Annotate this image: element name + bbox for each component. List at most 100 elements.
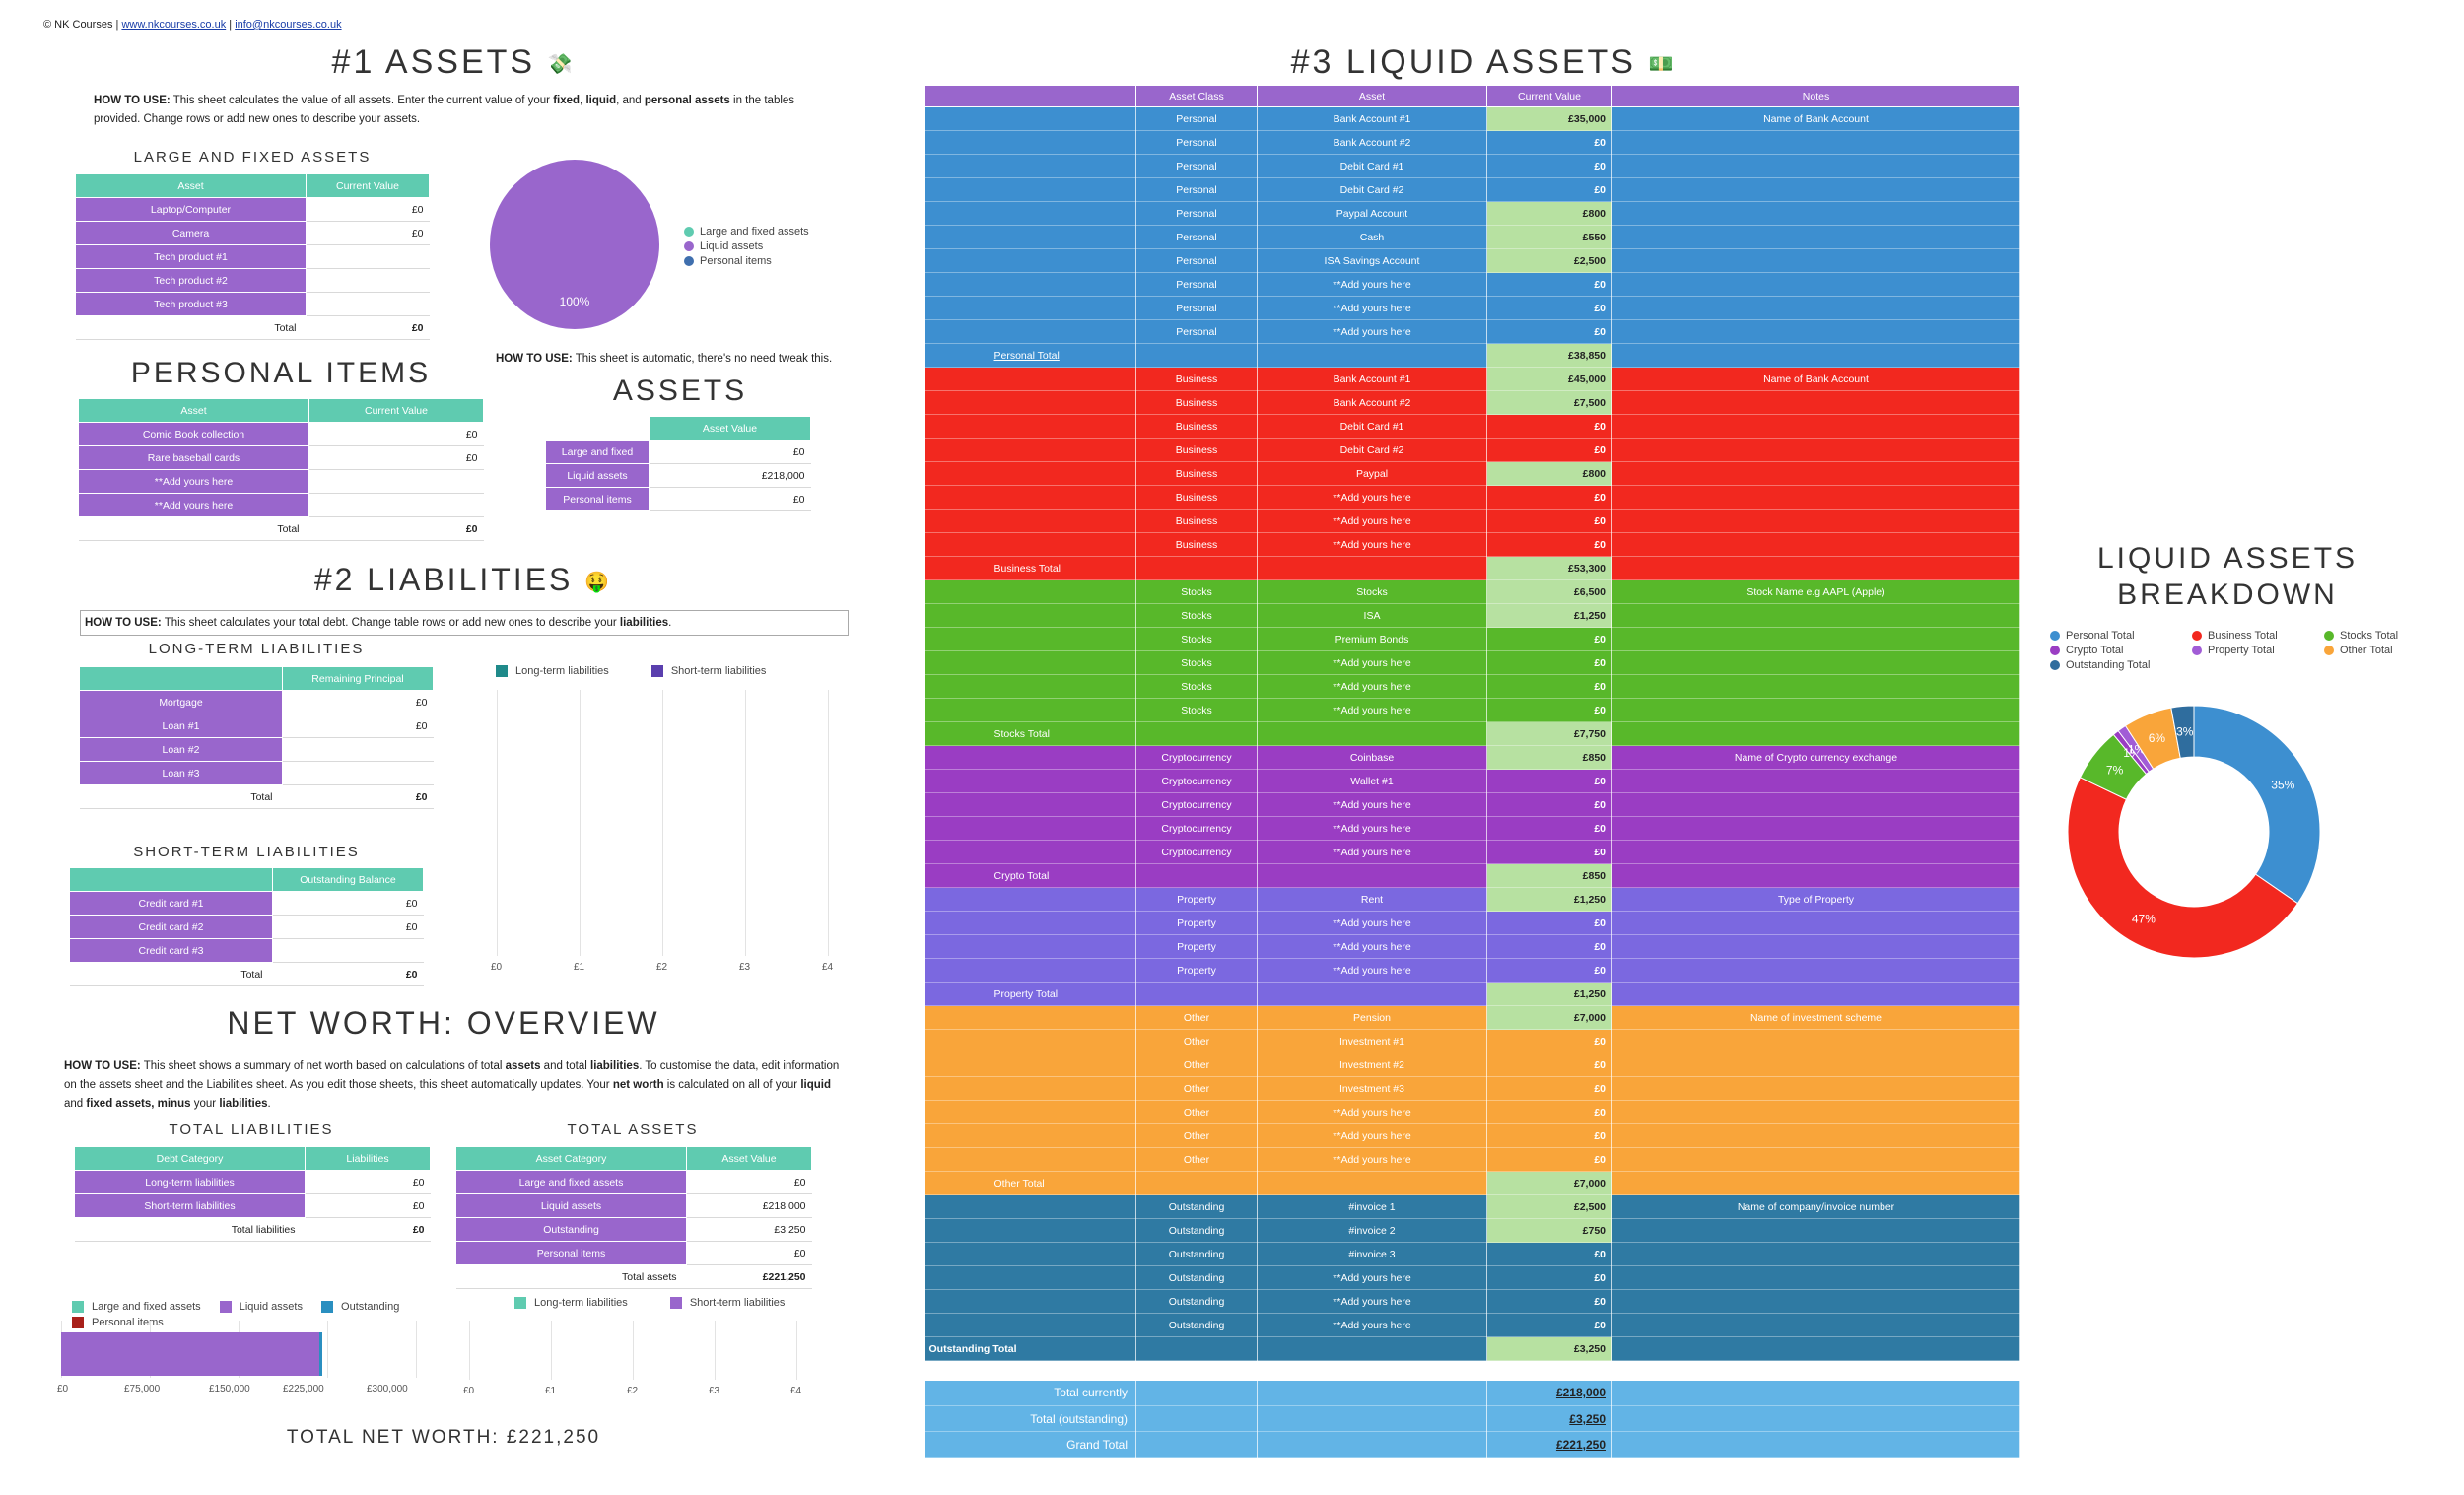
asset-class-cell[interactable]: Property bbox=[1135, 887, 1258, 912]
notes-cell[interactable] bbox=[1611, 390, 2020, 415]
notes-cell[interactable] bbox=[1611, 698, 2020, 722]
liability-cell[interactable]: Loan #1 bbox=[79, 714, 283, 738]
current-value-cell[interactable]: £2,500 bbox=[1486, 1194, 1612, 1219]
asset-cell[interactable]: Cash bbox=[1257, 225, 1487, 249]
asset-cell[interactable]: Debit Card #1 bbox=[1257, 154, 1487, 178]
current-value-cell[interactable]: £0 bbox=[1486, 1313, 1612, 1337]
asset-class-cell[interactable]: Outstanding bbox=[1135, 1289, 1258, 1314]
current-value-cell[interactable]: £0 bbox=[1486, 674, 1612, 699]
notes-cell[interactable]: Name of Bank Account bbox=[1611, 106, 2020, 131]
asset-class-cell[interactable]: Business bbox=[1135, 367, 1258, 391]
notes-cell[interactable] bbox=[1611, 934, 2020, 959]
notes-cell[interactable] bbox=[1611, 509, 2020, 533]
asset-class-cell[interactable]: Personal bbox=[1135, 248, 1258, 273]
asset-class-cell[interactable]: Property bbox=[1135, 934, 1258, 959]
liability-cell[interactable]: Loan #3 bbox=[79, 761, 283, 785]
asset-class-cell[interactable]: Business bbox=[1135, 414, 1258, 439]
asset-cell[interactable]: **Add yours here bbox=[1257, 319, 1487, 344]
current-value-cell[interactable]: £0 bbox=[1486, 769, 1612, 793]
notes-cell[interactable] bbox=[1611, 1053, 2020, 1077]
current-value-cell[interactable]: £0 bbox=[1486, 934, 1612, 959]
asset-cell[interactable]: ISA Savings Account bbox=[1257, 248, 1487, 273]
asset-cell[interactable]: Wallet #1 bbox=[1257, 769, 1487, 793]
asset-class-cell[interactable]: Stocks bbox=[1135, 603, 1258, 628]
asset-cell[interactable]: **Add yours here bbox=[1257, 958, 1487, 983]
liability-cell[interactable]: Credit card #1 bbox=[69, 891, 273, 916]
current-value-cell[interactable]: £0 bbox=[1486, 1147, 1612, 1172]
asset-cell[interactable]: #invoice 1 bbox=[1257, 1194, 1487, 1219]
asset-cell[interactable]: **Add yours here bbox=[78, 469, 309, 494]
asset-class-cell[interactable]: Other bbox=[1135, 1005, 1258, 1030]
value-cell[interactable]: £0 bbox=[282, 690, 434, 714]
asset-class-cell[interactable]: Property bbox=[1135, 911, 1258, 935]
notes-cell[interactable] bbox=[1611, 1242, 2020, 1266]
value-cell[interactable] bbox=[306, 244, 430, 269]
notes-cell[interactable] bbox=[1611, 816, 2020, 841]
asset-cell[interactable]: **Add yours here bbox=[1257, 650, 1487, 675]
asset-class-cell[interactable]: Outstanding bbox=[1135, 1313, 1258, 1337]
notes-cell[interactable]: Name of investment scheme bbox=[1611, 1005, 2020, 1030]
value-cell[interactable]: £0 bbox=[306, 221, 430, 245]
asset-cell[interactable]: **Add yours here bbox=[1257, 532, 1487, 557]
asset-cell[interactable]: **Add yours here bbox=[1257, 1100, 1487, 1124]
asset-cell[interactable]: Debit Card #2 bbox=[1257, 177, 1487, 202]
asset-cell[interactable]: Premium Bonds bbox=[1257, 627, 1487, 651]
asset-cell[interactable]: Tech product #1 bbox=[75, 244, 307, 269]
asset-class-cell[interactable]: Stocks bbox=[1135, 674, 1258, 699]
current-value-cell[interactable]: £0 bbox=[1486, 532, 1612, 557]
value-cell[interactable] bbox=[282, 737, 434, 762]
value-cell[interactable]: £0 bbox=[308, 422, 484, 446]
asset-cell[interactable]: Rare baseball cards bbox=[78, 445, 309, 470]
asset-cell[interactable]: **Add yours here bbox=[1257, 911, 1487, 935]
asset-class-cell[interactable]: Business bbox=[1135, 509, 1258, 533]
notes-cell[interactable] bbox=[1611, 225, 2020, 249]
current-value-cell[interactable]: £0 bbox=[1486, 911, 1612, 935]
asset-class-cell[interactable]: Business bbox=[1135, 461, 1258, 486]
asset-class-cell[interactable]: Outstanding bbox=[1135, 1218, 1258, 1243]
current-value-cell[interactable]: £45,000 bbox=[1486, 367, 1612, 391]
asset-cell[interactable]: **Add yours here bbox=[1257, 1289, 1487, 1314]
current-value-cell[interactable]: £0 bbox=[1486, 319, 1612, 344]
current-value-cell[interactable]: £850 bbox=[1486, 745, 1612, 770]
current-value-cell[interactable]: £0 bbox=[1486, 1100, 1612, 1124]
asset-cell[interactable]: **Add yours here bbox=[1257, 816, 1487, 841]
asset-cell[interactable]: Paypal Account bbox=[1257, 201, 1487, 226]
notes-cell[interactable]: Name of Bank Account bbox=[1611, 367, 2020, 391]
current-value-cell[interactable]: £0 bbox=[1486, 177, 1612, 202]
asset-class-cell[interactable]: Outstanding bbox=[1135, 1265, 1258, 1290]
asset-class-cell[interactable]: Stocks bbox=[1135, 650, 1258, 675]
asset-cell[interactable]: Laptop/Computer bbox=[75, 197, 307, 222]
current-value-cell[interactable]: £0 bbox=[1486, 1029, 1612, 1053]
value-cell[interactable] bbox=[308, 469, 484, 494]
asset-class-cell[interactable]: Other bbox=[1135, 1147, 1258, 1172]
asset-cell[interactable]: Paypal bbox=[1257, 461, 1487, 486]
asset-cell[interactable]: Bank Account #1 bbox=[1257, 106, 1487, 131]
notes-cell[interactable] bbox=[1611, 1029, 2020, 1053]
asset-class-cell[interactable]: Outstanding bbox=[1135, 1242, 1258, 1266]
asset-class-cell[interactable]: Personal bbox=[1135, 296, 1258, 320]
asset-cell[interactable]: Debit Card #2 bbox=[1257, 438, 1487, 462]
asset-cell[interactable]: **Add yours here bbox=[1257, 840, 1487, 864]
asset-class-cell[interactable]: Business bbox=[1135, 485, 1258, 510]
asset-cell[interactable]: Investment #3 bbox=[1257, 1076, 1487, 1101]
asset-cell[interactable]: #invoice 2 bbox=[1257, 1218, 1487, 1243]
asset-cell[interactable]: #invoice 3 bbox=[1257, 1242, 1487, 1266]
current-value-cell[interactable]: £0 bbox=[1486, 509, 1612, 533]
current-value-cell[interactable]: £0 bbox=[1486, 414, 1612, 439]
asset-class-cell[interactable]: Other bbox=[1135, 1100, 1258, 1124]
asset-cell[interactable]: **Add yours here bbox=[1257, 296, 1487, 320]
asset-cell[interactable]: Coinbase bbox=[1257, 745, 1487, 770]
asset-class-cell[interactable]: Other bbox=[1135, 1123, 1258, 1148]
asset-cell[interactable]: **Add yours here bbox=[1257, 485, 1487, 510]
notes-cell[interactable] bbox=[1611, 1100, 2020, 1124]
current-value-cell[interactable]: £0 bbox=[1486, 698, 1612, 722]
notes-cell[interactable] bbox=[1611, 627, 2020, 651]
liability-cell[interactable]: Loan #2 bbox=[79, 737, 283, 762]
asset-cell[interactable]: **Add yours here bbox=[1257, 674, 1487, 699]
notes-cell[interactable] bbox=[1611, 911, 2020, 935]
value-cell[interactable] bbox=[308, 493, 484, 517]
current-value-cell[interactable]: £750 bbox=[1486, 1218, 1612, 1243]
asset-cell[interactable]: Tech product #3 bbox=[75, 292, 307, 316]
asset-class-cell[interactable]: Personal bbox=[1135, 272, 1258, 297]
asset-cell[interactable]: Bank Account #1 bbox=[1257, 367, 1487, 391]
